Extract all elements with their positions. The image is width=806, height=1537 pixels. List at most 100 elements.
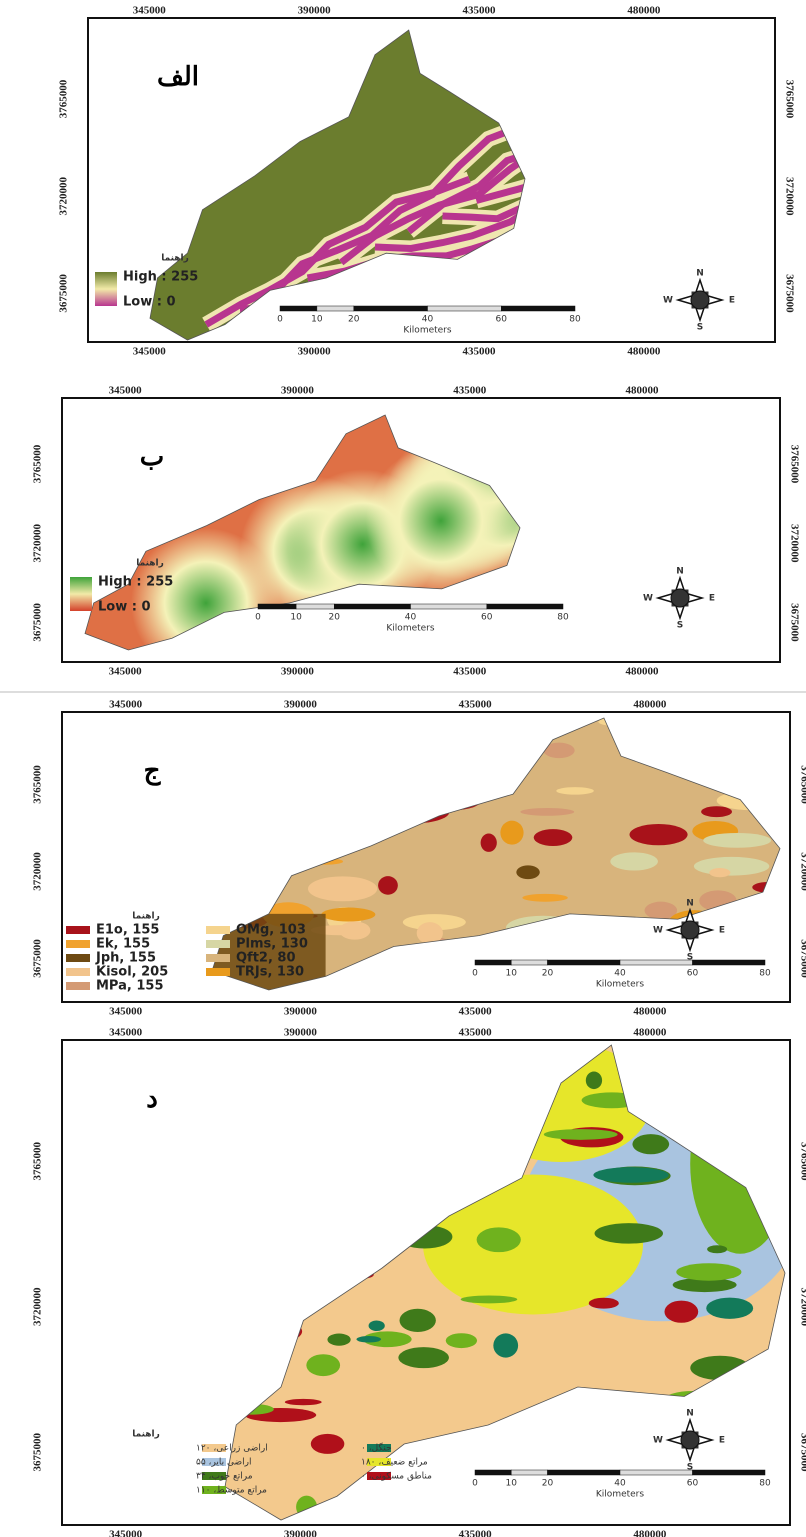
x-coord-bottom: 390000 xyxy=(284,1006,318,1018)
scale-label: 10 xyxy=(506,969,518,979)
scale-segment xyxy=(475,1470,511,1475)
y-coord-left: 3675000 xyxy=(32,939,44,978)
legend-swatch xyxy=(66,940,90,948)
scale-label: 60 xyxy=(481,613,493,623)
panel-label: ج xyxy=(144,756,162,786)
scale-segment xyxy=(296,604,334,609)
scale-label: 60 xyxy=(496,315,508,325)
x-coord-bottom: 390000 xyxy=(284,1529,318,1537)
compass-label: W xyxy=(663,296,673,306)
legend-swatch xyxy=(66,968,90,976)
zone xyxy=(481,834,497,852)
legend-text: Low : 0 xyxy=(123,295,176,310)
x-coord-bottom: 345000 xyxy=(133,346,167,358)
legend-text: اراضی بایر، ۵۵ xyxy=(196,1458,252,1468)
scale-label: 40 xyxy=(405,613,417,623)
legend-title: راهنما xyxy=(161,254,189,264)
scale-label: 0 xyxy=(277,315,283,325)
zone xyxy=(356,1336,381,1343)
scale-label: 80 xyxy=(557,613,569,623)
compass-label: E xyxy=(719,926,725,936)
y-coord-left: 3675000 xyxy=(32,1433,44,1472)
zone xyxy=(595,1223,663,1244)
legend-text: E1o, 155 xyxy=(96,923,159,938)
scale-segment xyxy=(411,604,487,609)
x-coord-top: 480000 xyxy=(626,385,660,397)
zone xyxy=(556,787,594,795)
zone xyxy=(311,1434,345,1454)
legend-text: مناطق مسکونی، ۰ xyxy=(361,1472,432,1482)
zone xyxy=(703,833,771,848)
scale-segment xyxy=(354,306,428,311)
zone xyxy=(709,868,730,877)
zone xyxy=(398,1347,449,1368)
scale-segment xyxy=(620,960,693,965)
legend-text: High : 255 xyxy=(123,270,198,285)
x-coord-top: 390000 xyxy=(281,385,315,397)
zone xyxy=(589,1298,619,1309)
scale-label: 10 xyxy=(290,613,302,623)
legend-swatch xyxy=(66,954,90,962)
y-coord-left: 3675000 xyxy=(58,274,70,313)
legend-text: OMg, 103 xyxy=(236,923,306,938)
scale-label: 80 xyxy=(759,969,771,979)
compass-label: N xyxy=(696,269,704,279)
legend-ramp xyxy=(70,577,92,611)
x-coord-bottom: 390000 xyxy=(281,666,315,678)
compass-label: N xyxy=(686,899,694,909)
x-coord-top: 480000 xyxy=(633,699,667,711)
legend-swatch xyxy=(66,982,90,990)
x-coord-top: 435000 xyxy=(459,699,493,711)
zone xyxy=(399,1309,435,1332)
y-coord-right: 3765000 xyxy=(798,1142,806,1181)
zone xyxy=(676,1263,741,1280)
scale-segment xyxy=(548,1470,621,1475)
zone xyxy=(500,821,523,845)
y-coord-right: 3720000 xyxy=(783,177,795,216)
zone xyxy=(520,808,574,816)
y-coord-right: 3765000 xyxy=(788,445,800,484)
x-coord-bottom: 435000 xyxy=(459,1006,493,1018)
y-coord-left: 3720000 xyxy=(58,176,70,215)
y-coord-right: 3675000 xyxy=(798,939,806,978)
scale-segment xyxy=(620,1470,693,1475)
zone xyxy=(522,894,567,902)
y-coord-right: 3765000 xyxy=(798,765,806,804)
compass-label: S xyxy=(687,1463,693,1473)
legend-swatch xyxy=(66,926,90,934)
compass-label: S xyxy=(697,323,703,333)
y-coord-right: 3765000 xyxy=(783,80,795,119)
x-coord-bottom: 345000 xyxy=(109,1529,143,1537)
compass-label: S xyxy=(687,953,693,963)
scale-label: 60 xyxy=(687,1479,699,1489)
compass-label: E xyxy=(709,594,715,604)
scale-segment xyxy=(511,960,547,965)
scale-segment xyxy=(693,960,766,965)
zone xyxy=(461,1295,518,1303)
x-coord-bottom: 435000 xyxy=(453,666,487,678)
scale-label: 20 xyxy=(542,1479,554,1489)
x-coord-top: 480000 xyxy=(627,5,661,17)
scale-segment xyxy=(258,604,296,609)
x-coord-bottom: 345000 xyxy=(109,666,143,678)
y-coord-right: 3720000 xyxy=(788,524,800,563)
scale-label: 0 xyxy=(472,1479,478,1489)
zone xyxy=(534,829,573,846)
scale-segment xyxy=(501,306,575,311)
zone xyxy=(493,1333,518,1357)
y-coord-right: 3675000 xyxy=(783,274,795,313)
scale-label: 40 xyxy=(614,1479,626,1489)
x-coord-bottom: 435000 xyxy=(462,346,496,358)
legend-text: اراضی زراعی، ۱۲۰ xyxy=(196,1444,268,1454)
legend-ramp xyxy=(95,272,117,306)
x-coord-top: 435000 xyxy=(462,5,496,17)
legend-text: جنگل، ۰ xyxy=(361,1442,392,1454)
legend-swatch xyxy=(206,926,230,934)
y-coord-left: 3720000 xyxy=(32,852,44,891)
scale-label: 80 xyxy=(759,1479,771,1489)
figure: 345000 345000 390000 390000 435000 435000 4800… xyxy=(0,0,806,1537)
zone xyxy=(321,908,375,922)
y-coord-left: 3765000 xyxy=(32,1142,44,1181)
scale-segment xyxy=(548,960,621,965)
x-coord-bottom: 480000 xyxy=(633,1006,667,1018)
